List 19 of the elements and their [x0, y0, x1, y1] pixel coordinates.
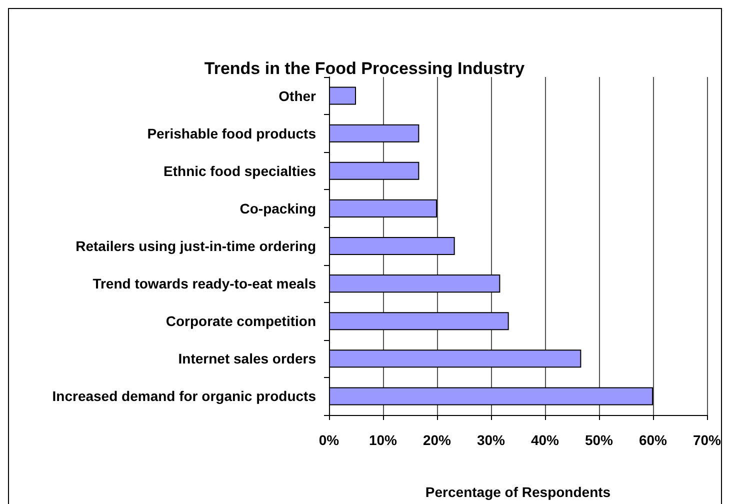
y-tick-label: Retailers using just-in-time ordering	[76, 238, 316, 254]
x-tick-label: 0%	[318, 432, 340, 448]
y-tick-label: Perishable food products	[147, 125, 316, 142]
x-tick-label: 20%	[422, 432, 452, 448]
y-tick-label: Ethnic food specialties	[164, 162, 316, 179]
y-tick-label: Corporate competition	[166, 313, 316, 330]
x-tick-label: 40%	[530, 432, 560, 448]
chart-title: Trends in the Food Processing Industry	[204, 59, 526, 78]
y-tick-label: Trend towards ready-to-eat meals	[92, 276, 316, 292]
y-tick-label: Internet sales orders	[178, 350, 316, 367]
x-tick-label: 10%	[368, 432, 398, 448]
y-tick-label: Other	[278, 88, 317, 104]
x-tick-label: 50%	[584, 432, 614, 448]
x-tick-label: 70%	[692, 432, 722, 448]
y-tick-label: Increased demand for organic products	[52, 388, 316, 404]
y-tick-label: Co-packing	[240, 200, 316, 216]
x-tick-label: 60%	[638, 432, 668, 448]
x-axis-title: Percentage of Respondents	[425, 484, 611, 500]
x-tick-label: 30%	[476, 432, 506, 448]
